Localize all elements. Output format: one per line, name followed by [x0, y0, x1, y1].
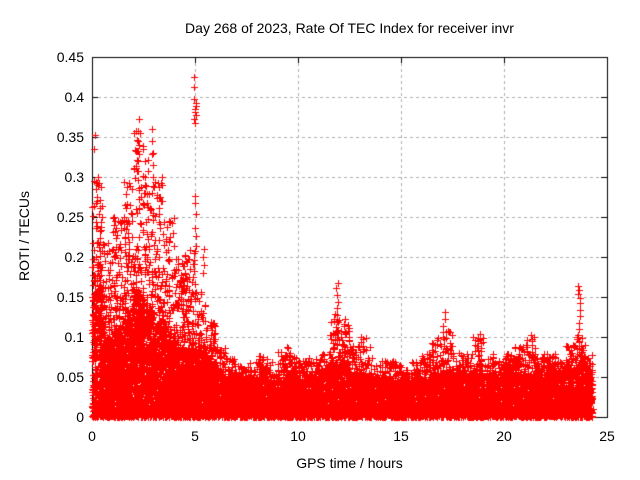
- y-tick-label: 0.4: [64, 89, 84, 105]
- y-tick-label: 0.2: [64, 249, 84, 265]
- y-tick-label: 0.15: [56, 289, 84, 305]
- chart-title: Day 268 of 2023, Rate Of TEC Index for r…: [185, 20, 514, 36]
- y-tick-label: 0.35: [56, 129, 84, 145]
- x-tick-label: 5: [191, 428, 199, 444]
- x-tick-label: 15: [393, 428, 409, 444]
- y-axis-label: ROTI / TECUs: [16, 191, 32, 281]
- x-tick-label: 10: [290, 428, 306, 444]
- x-tick-label: 25: [599, 428, 615, 444]
- x-axis-label: GPS time / hours: [296, 455, 403, 471]
- y-tick-label: 0.05: [56, 369, 84, 385]
- y-tick-label: 0.1: [64, 329, 84, 345]
- x-tick-label: 0: [88, 428, 96, 444]
- y-tick-label: 0.3: [64, 169, 84, 185]
- x-tick-label: 20: [496, 428, 512, 444]
- y-tick-label: 0.25: [56, 209, 84, 225]
- y-tick-label: 0: [76, 409, 84, 425]
- y-tick-label: 0.45: [56, 49, 84, 65]
